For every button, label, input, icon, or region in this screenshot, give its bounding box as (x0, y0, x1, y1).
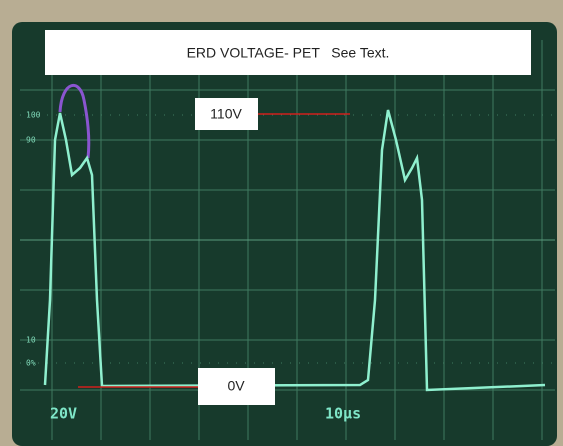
time-per-div: 10µs (325, 405, 361, 423)
screenshot: 100 90 10 0% 20V 10µs ERD VOLTAGE- PET S… (0, 0, 563, 446)
label-0v: 0V (227, 378, 245, 394)
graticule-label: 10 (26, 336, 36, 345)
graticule-label: 100 (26, 111, 41, 120)
graticule-label: 0% (26, 359, 36, 368)
label-110v: 110V (210, 106, 242, 122)
graticule-label: 90 (26, 136, 36, 145)
title: ERD VOLTAGE- PET See Text. (187, 45, 390, 61)
volts-per-div: 20V (50, 405, 77, 423)
